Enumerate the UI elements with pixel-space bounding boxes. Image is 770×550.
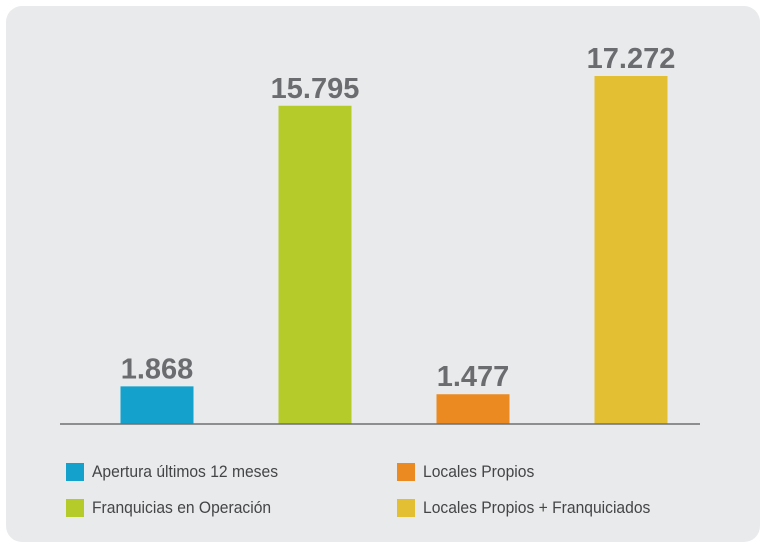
bar-locales-propios: [436, 394, 510, 424]
legend-label-locales-propios: Locales Propios: [423, 462, 535, 481]
legend-item-locales-propios: Locales Propios: [397, 460, 544, 484]
bar-apertura: [120, 386, 194, 424]
legend-swatch-franquicias: [66, 499, 84, 517]
legend-item-apertura: Apertura últimos 12 meses: [66, 460, 294, 484]
legend-item-locales-franquiciados: Locales Propios + Franquiciados: [397, 496, 670, 520]
legend: Apertura últimos 12 meses Locales Propio…: [66, 458, 726, 528]
legend-swatch-locales-propios: [397, 463, 415, 481]
legend-label-locales-franquiciados: Locales Propios + Franquiciados: [423, 498, 651, 517]
legend-swatch-locales-franquiciados: [397, 499, 415, 517]
bars-layer: [120, 76, 668, 425]
legend-item-franquicias: Franquicias en Operación: [66, 496, 287, 520]
legend-swatch-apertura: [66, 463, 84, 481]
data-label-apertura: 1.868: [121, 353, 194, 385]
bar-locales-franquiciados: [594, 76, 668, 424]
data-labels-layer: 1.868 15.795 1.477 17.272: [121, 43, 676, 393]
bar-franquicias: [278, 105, 352, 425]
legend-label-franquicias: Franquicias en Operación: [92, 498, 272, 517]
data-label-locales-propios: 1.477: [437, 361, 510, 393]
legend-label-apertura: Apertura últimos 12 meses: [92, 462, 279, 481]
data-label-locales-franquiciados: 17.272: [587, 43, 676, 75]
data-label-franquicias: 15.795: [271, 73, 360, 105]
